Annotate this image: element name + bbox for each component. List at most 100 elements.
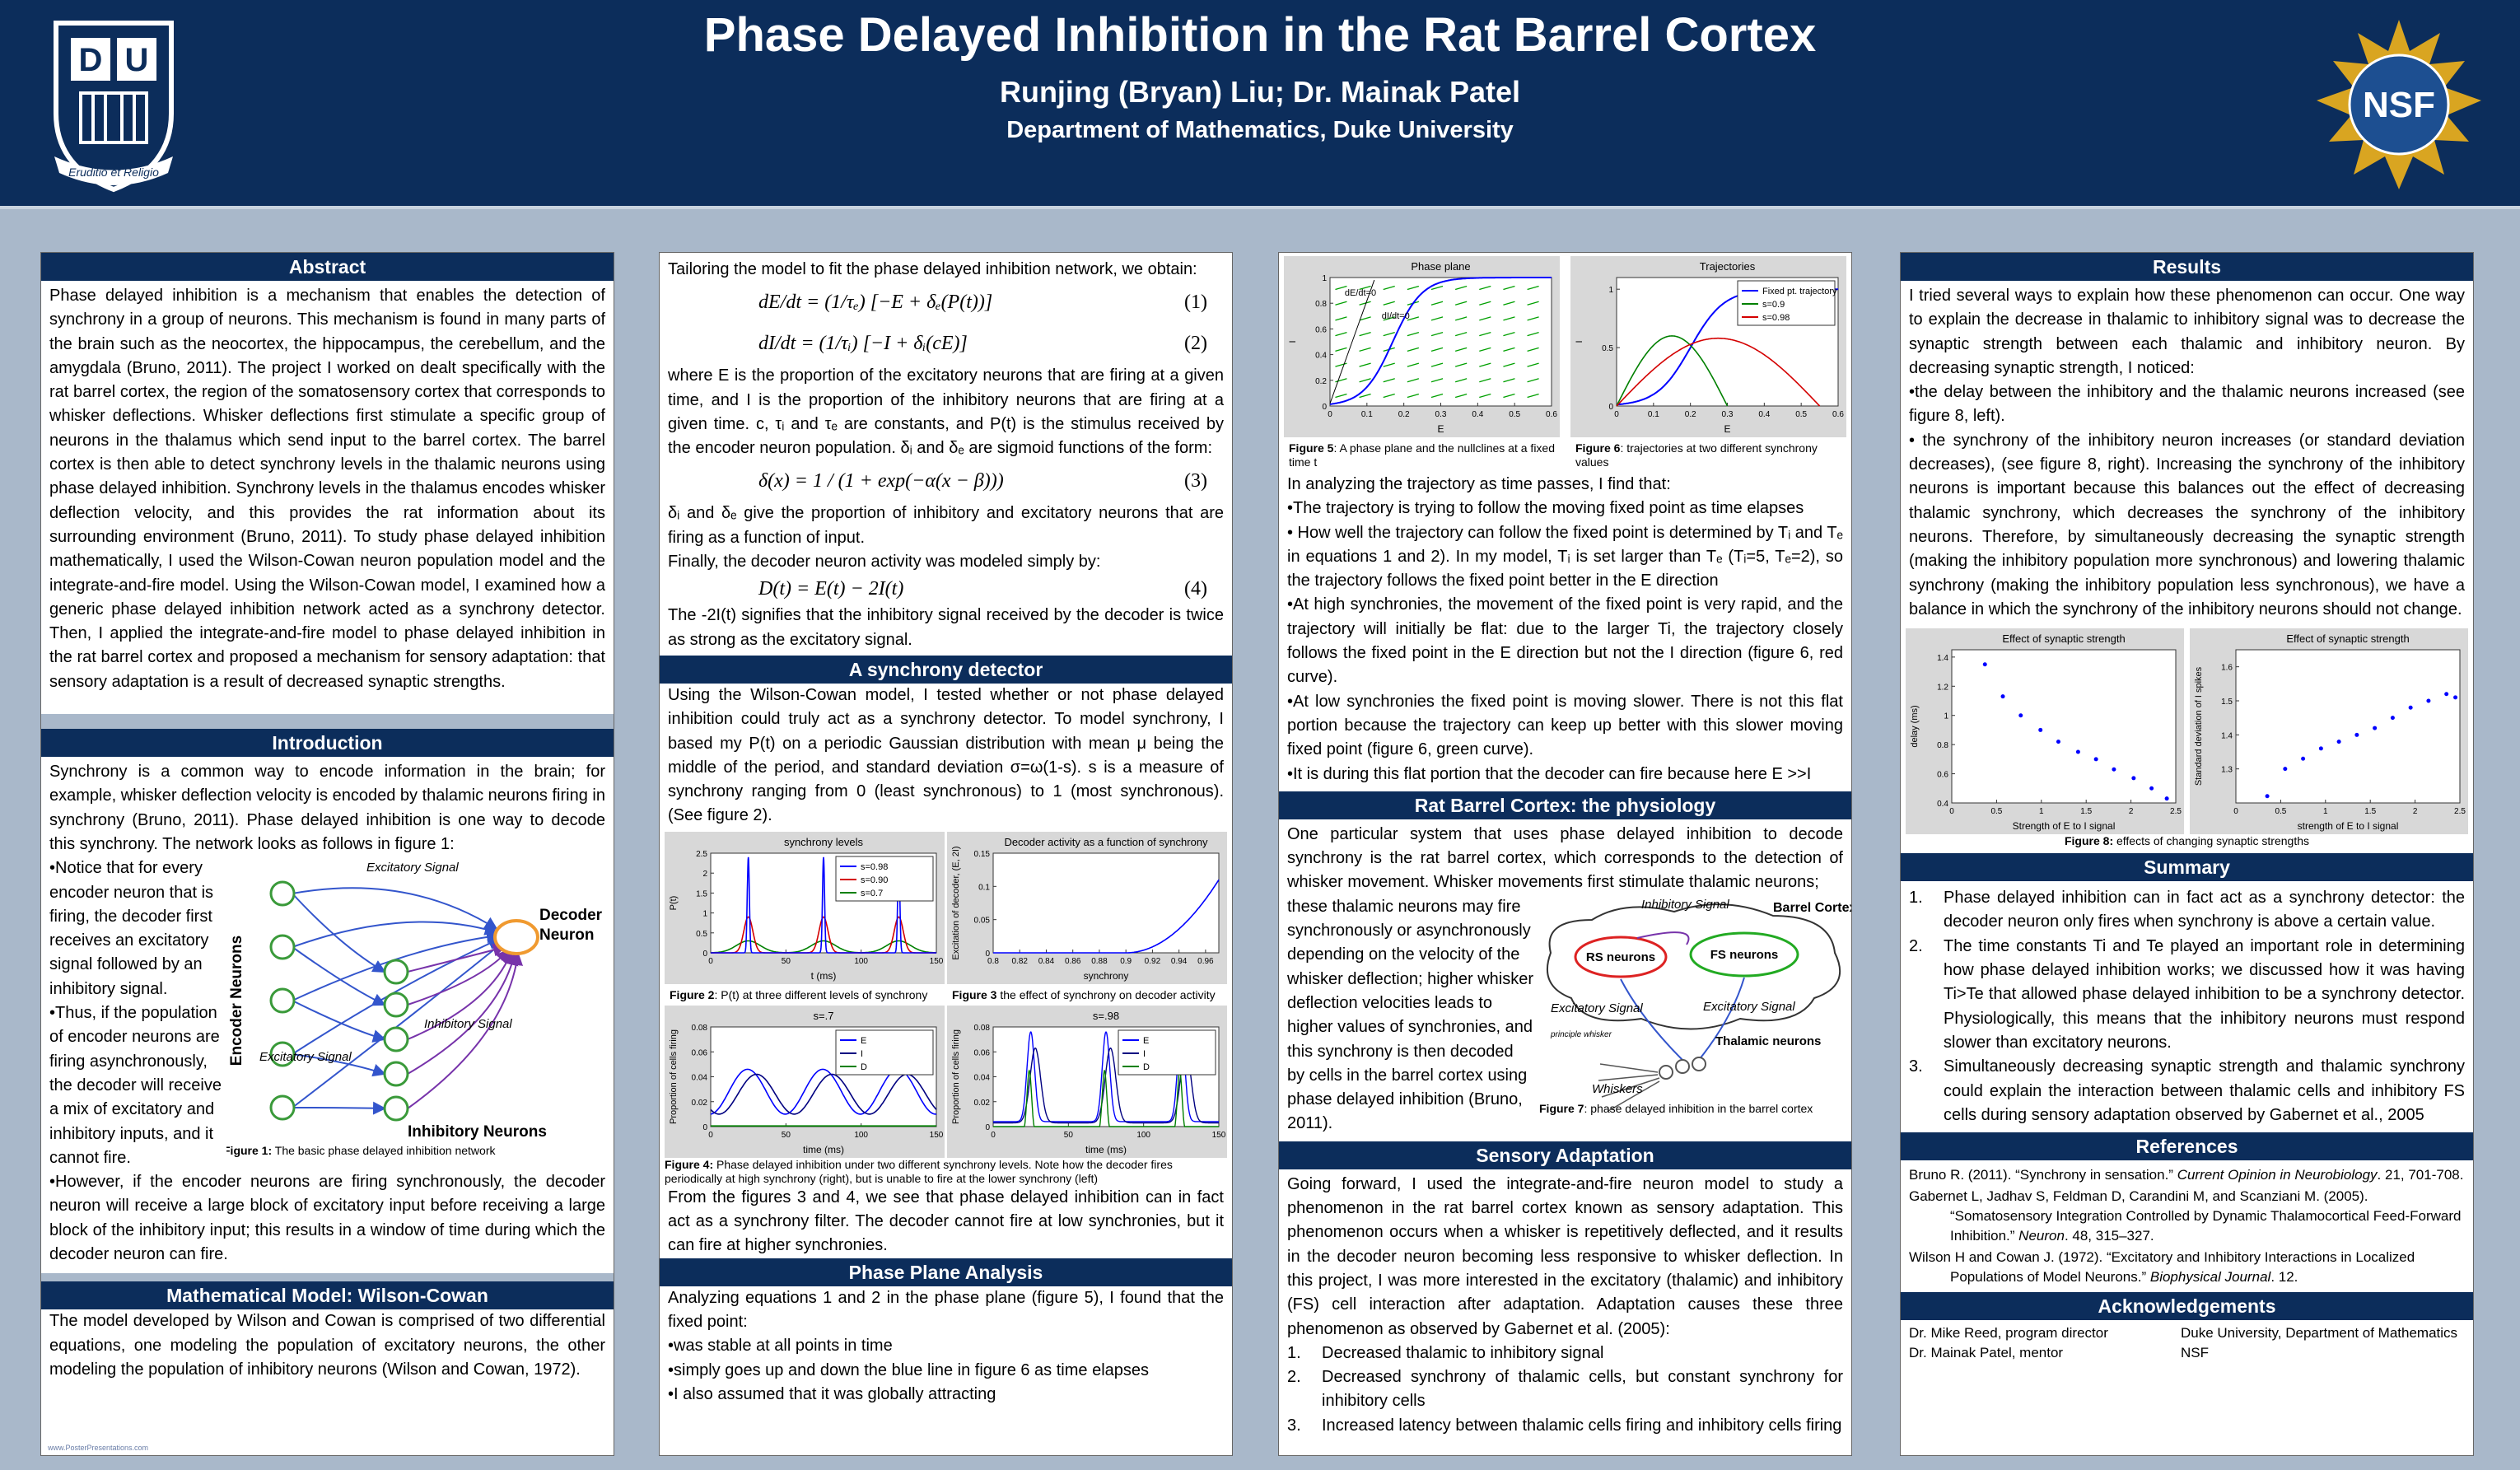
y-axis-label: I <box>1575 340 1584 343</box>
list-item: 1. Phase delayed inhibition can in fact a… <box>1901 886 2473 935</box>
paragraph: I tried several ways to explain how thes… <box>1909 287 2465 377</box>
vector-field <box>1335 378 1347 383</box>
section-heading: Sensory Adaptation <box>1279 1141 1851 1169</box>
y-tick-label: 0 <box>702 1123 707 1132</box>
figure-caption: Figure 7: phase delayed inhibition in th… <box>1539 1102 1813 1115</box>
figure-4-left: s=.7 time (ms) Proportion of cells firing 0… <box>665 1005 945 1158</box>
x-tick-label: 1.5 <box>2364 807 2376 816</box>
caption-label: Figure 2 <box>670 987 715 1001</box>
vector-field <box>1503 362 1515 367</box>
x-tick-label: 50 <box>782 1131 791 1140</box>
list-item: 2. Decreased synchrony of thalamic cells,… <box>1279 1365 1851 1414</box>
x-tick-label: 0.6 <box>1832 410 1844 419</box>
y-tick-label: 1.2 <box>1937 683 1948 692</box>
ref-title: “Excitatory and Inhibitory Interactions … <box>1950 1249 2415 1286</box>
y-tick-label: 0.1 <box>978 883 990 892</box>
plot-title: Effect of synaptic strength <box>2002 632 2125 645</box>
bullet: • How well the trajectory can follow the… <box>1287 523 1843 590</box>
vector-field <box>1407 347 1420 352</box>
poster-title: Phase Delayed Inhibition in the Rat Barr… <box>703 8 1817 62</box>
y-tick-label: 0.06 <box>974 1048 991 1057</box>
ref-title: “Synchrony in sensation.” <box>2015 1167 2177 1183</box>
column: Tailoring the model to fit the phase del… <box>659 252 1233 1456</box>
caption-label: Figure 4: <box>665 1157 714 1171</box>
y-tick-label: 1 <box>1608 286 1613 295</box>
list-text: The time constants Ti and Te played an i… <box>1944 936 2465 1052</box>
bullet: • the synchrony of the inhibitory neuron… <box>1909 431 2465 618</box>
list-marker: 1. <box>1287 1343 1301 1362</box>
figure-caption: Figure 5: A phase plane and the nullclin… <box>1284 441 1560 469</box>
y-tick-label: 0.4 <box>1937 800 1948 809</box>
curve <box>711 916 936 954</box>
y-tick-label: 2 <box>702 870 707 879</box>
point <box>2336 740 2341 744</box>
bullet: •However, if the encoder neurons are fir… <box>49 1173 605 1263</box>
list-text: Simultaneously decreasing synaptic stren… <box>1944 1057 2465 1124</box>
vector-field <box>1454 332 1468 337</box>
vector-field <box>1479 301 1491 306</box>
x-tick-label: 150 <box>1212 1131 1226 1140</box>
plot-area <box>1329 277 1552 407</box>
figure-caption: Figure 4: Phase delayed inhibition under… <box>660 1158 1232 1186</box>
y-tick-label: 0.6 <box>1937 771 1948 780</box>
vector-field <box>1430 362 1444 367</box>
caption-text: the effect of synchrony on decoder activ… <box>996 987 1216 1001</box>
y-tick-label: 0.06 <box>692 1048 708 1057</box>
curve <box>1329 279 1375 404</box>
ack: Dr. Mike Reed, program director <box>1909 1325 2108 1342</box>
point <box>2018 713 2023 718</box>
vector-field <box>1527 332 1539 337</box>
x-tick-label: 2 <box>2129 807 2134 816</box>
x-tick-label: 1.5 <box>2080 807 2092 816</box>
x-axis-label: E <box>1437 423 1444 435</box>
vector-field <box>1527 362 1539 367</box>
bullet: •simply goes up and down the blue line i… <box>668 1360 1150 1379</box>
vector-field <box>1335 301 1347 306</box>
vector-field <box>1454 393 1468 399</box>
figure-label: Excitatory Signal <box>366 861 459 875</box>
bullet: •the delay between the inhibitory and th… <box>1909 383 2465 426</box>
vector-field <box>1359 362 1371 367</box>
vector-field <box>1359 378 1371 383</box>
x-tick-label: 50 <box>782 957 791 966</box>
x-tick-label: 0 <box>1949 807 1954 816</box>
vector-field <box>1407 285 1420 291</box>
vector-field <box>1479 378 1491 383</box>
point <box>2131 776 2136 781</box>
legend-label: s=0.9 <box>1762 300 1785 310</box>
vector-field <box>1454 378 1468 383</box>
equation: dE/dt = (1/τₑ) [−E + δₑ(P(t))] (1) <box>660 282 1232 323</box>
y-tick-label: 0.08 <box>974 1024 991 1033</box>
figure-2: synchrony levels t (ms) P(t) 0 50 100 150 0 0.5 1… <box>665 831 945 984</box>
ref-journal: Biophysical Journal <box>2149 1269 2271 1286</box>
y-tick-label: 0.6 <box>1315 325 1327 334</box>
figure-1: Encoder Neurons Decoder Neuron Excitator… <box>226 861 602 1157</box>
vector-field <box>1430 285 1444 291</box>
x-tick-label: 0.82 <box>1012 957 1029 966</box>
vector-field <box>1479 347 1491 352</box>
section-heading: Rat Barrel Cortex: the physiology <box>1279 791 1851 819</box>
point <box>2354 732 2359 737</box>
paragraph: The model developed by Wilson and Cowan … <box>49 1312 605 1379</box>
vector-field <box>1335 316 1347 321</box>
logo-text: NSF <box>2363 85 2435 125</box>
list-item: 3. Increased latency between thalamic cel… <box>1279 1414 1851 1438</box>
vector-field <box>1479 362 1491 367</box>
vector-field <box>1527 378 1539 383</box>
point <box>2318 746 2323 751</box>
plot-title: Decoder activity as a function of synchr… <box>1004 836 1208 848</box>
list-text: Decreased thalamic to inhibitory signal <box>1322 1343 1604 1362</box>
vector-field <box>1527 301 1539 306</box>
y-tick-label: 0.5 <box>696 930 707 939</box>
x-axis-label: t (ms) <box>811 970 837 982</box>
figure-label: Inhibitory Signal <box>1641 898 1729 912</box>
vector-field <box>1383 362 1395 367</box>
x-axis-label: Strength of E to I signal <box>2013 820 2116 832</box>
caption-label: Figure 5 <box>1289 441 1334 455</box>
x-tick-label: 150 <box>930 1131 944 1140</box>
bullet: •It is during this flat portion that the… <box>1287 764 1812 783</box>
y-tick-label: 0.5 <box>1602 344 1613 353</box>
legend-label: E <box>1143 1036 1149 1046</box>
legend-label: D <box>1143 1062 1150 1072</box>
point <box>2373 726 2378 730</box>
